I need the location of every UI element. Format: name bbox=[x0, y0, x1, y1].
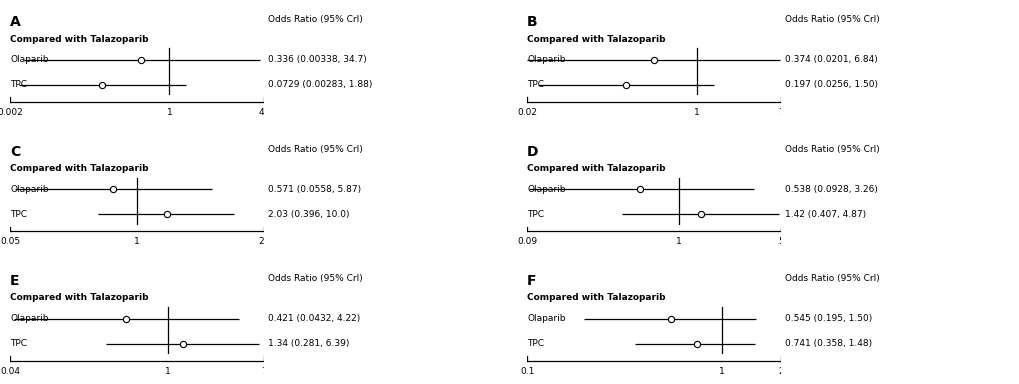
Text: 0.741 (0.358, 1.48): 0.741 (0.358, 1.48) bbox=[785, 339, 871, 348]
Text: 0.04: 0.04 bbox=[0, 367, 20, 376]
Text: F: F bbox=[527, 274, 536, 288]
Text: Odds Ratio (95% CrI): Odds Ratio (95% CrI) bbox=[785, 274, 879, 283]
Text: 0.05: 0.05 bbox=[0, 237, 20, 246]
Text: 0.538 (0.0928, 3.26): 0.538 (0.0928, 3.26) bbox=[785, 185, 877, 194]
Text: A: A bbox=[10, 15, 21, 30]
Text: TPC: TPC bbox=[10, 339, 28, 348]
Text: Compared with Talazoparib: Compared with Talazoparib bbox=[10, 293, 149, 303]
Text: TPC: TPC bbox=[527, 80, 544, 89]
Text: Olaparib: Olaparib bbox=[10, 314, 49, 323]
Text: 1: 1 bbox=[166, 108, 172, 117]
Text: Compared with Talazoparib: Compared with Talazoparib bbox=[527, 293, 665, 303]
Text: 5: 5 bbox=[777, 237, 783, 246]
Text: D: D bbox=[527, 145, 538, 159]
Text: 1: 1 bbox=[135, 237, 140, 246]
Text: Compared with Talazoparib: Compared with Talazoparib bbox=[527, 35, 665, 44]
Text: 0.374 (0.0201, 6.84): 0.374 (0.0201, 6.84) bbox=[785, 55, 877, 64]
Text: 1.34 (0.281, 6.39): 1.34 (0.281, 6.39) bbox=[268, 339, 350, 348]
Text: E: E bbox=[10, 274, 19, 288]
Text: C: C bbox=[10, 145, 20, 159]
Text: B: B bbox=[527, 15, 537, 30]
Text: Olaparib: Olaparib bbox=[10, 185, 49, 194]
Text: 1: 1 bbox=[165, 367, 171, 376]
Text: TPC: TPC bbox=[10, 210, 28, 218]
Text: Odds Ratio (95% CrI): Odds Ratio (95% CrI) bbox=[785, 145, 879, 154]
Text: Olaparib: Olaparib bbox=[527, 185, 566, 194]
Text: Olaparib: Olaparib bbox=[527, 55, 566, 64]
Text: 0.02: 0.02 bbox=[517, 108, 537, 117]
Text: Compared with Talazoparib: Compared with Talazoparib bbox=[10, 35, 149, 44]
Text: 0.336 (0.00338, 34.7): 0.336 (0.00338, 34.7) bbox=[268, 55, 367, 64]
Text: 2.03 (0.396, 10.0): 2.03 (0.396, 10.0) bbox=[268, 210, 350, 218]
Text: TPC: TPC bbox=[10, 80, 28, 89]
Text: Odds Ratio (95% CrI): Odds Ratio (95% CrI) bbox=[268, 274, 363, 283]
Text: 0.421 (0.0432, 4.22): 0.421 (0.0432, 4.22) bbox=[268, 314, 361, 323]
Text: Odds Ratio (95% CrI): Odds Ratio (95% CrI) bbox=[785, 15, 879, 25]
Text: 7: 7 bbox=[777, 108, 783, 117]
Text: 40: 40 bbox=[258, 108, 269, 117]
Text: Olaparib: Olaparib bbox=[527, 314, 566, 323]
Text: 2: 2 bbox=[777, 367, 783, 376]
Text: 1: 1 bbox=[693, 108, 699, 117]
Text: Compared with Talazoparib: Compared with Talazoparib bbox=[10, 164, 149, 173]
Text: 1: 1 bbox=[676, 237, 682, 246]
Text: Odds Ratio (95% CrI): Odds Ratio (95% CrI) bbox=[268, 145, 363, 154]
Text: Olaparib: Olaparib bbox=[10, 55, 49, 64]
Text: 0.002: 0.002 bbox=[0, 108, 23, 117]
Text: 0.197 (0.0256, 1.50): 0.197 (0.0256, 1.50) bbox=[785, 80, 877, 89]
Text: Odds Ratio (95% CrI): Odds Ratio (95% CrI) bbox=[268, 15, 363, 25]
Text: 0.1: 0.1 bbox=[520, 367, 534, 376]
Text: TPC: TPC bbox=[527, 339, 544, 348]
Text: 7: 7 bbox=[261, 367, 266, 376]
Text: 1.42 (0.407, 4.87): 1.42 (0.407, 4.87) bbox=[785, 210, 866, 218]
Text: 0.545 (0.195, 1.50): 0.545 (0.195, 1.50) bbox=[785, 314, 872, 323]
Text: 20: 20 bbox=[258, 237, 269, 246]
Text: 0.571 (0.0558, 5.87): 0.571 (0.0558, 5.87) bbox=[268, 185, 362, 194]
Text: 1: 1 bbox=[718, 367, 725, 376]
Text: 0.09: 0.09 bbox=[517, 237, 537, 246]
Text: Compared with Talazoparib: Compared with Talazoparib bbox=[527, 164, 665, 173]
Text: 0.0729 (0.00283, 1.88): 0.0729 (0.00283, 1.88) bbox=[268, 80, 373, 89]
Text: TPC: TPC bbox=[527, 210, 544, 218]
